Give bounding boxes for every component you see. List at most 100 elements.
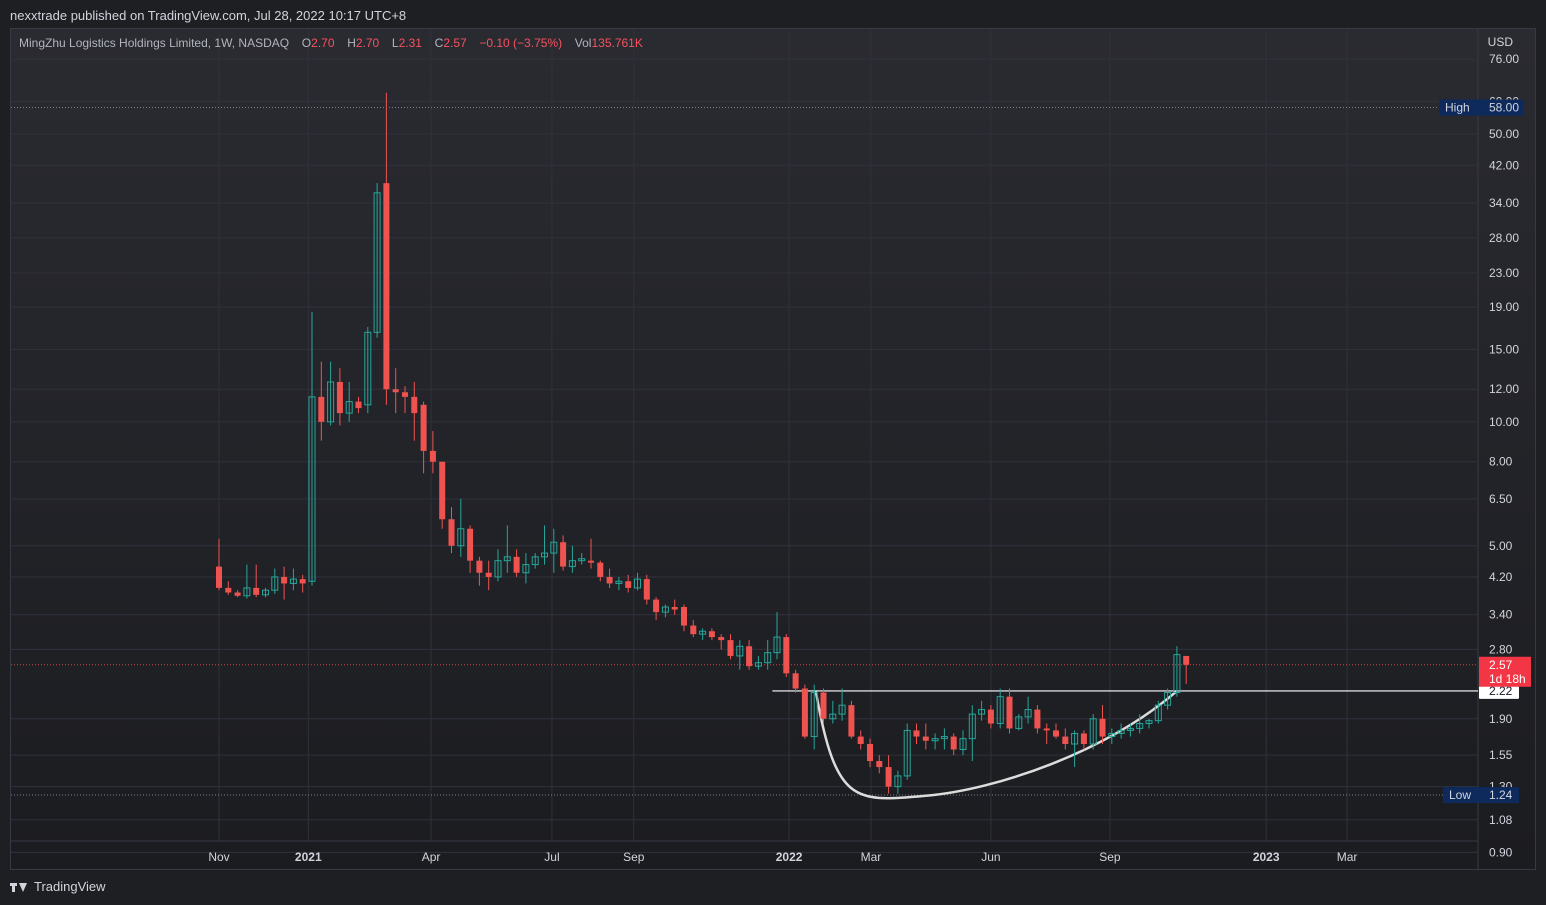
candle (1164, 688, 1172, 710)
candle (940, 728, 948, 750)
candle-body (420, 404, 427, 451)
candle (531, 553, 539, 569)
y-tick-label: 1.08 (1489, 813, 1513, 827)
candle (764, 640, 772, 670)
candle-body (810, 692, 818, 738)
candle-body (1053, 730, 1059, 737)
y-tick-label: 12.00 (1489, 382, 1519, 396)
candle-body (243, 587, 251, 597)
candle (383, 92, 390, 405)
candle-body (485, 572, 492, 577)
brand-name: TradingView (34, 879, 106, 894)
candle (402, 386, 408, 414)
candle-body (625, 581, 632, 588)
candle-body (345, 401, 353, 414)
candle (1034, 705, 1041, 734)
candle (289, 568, 297, 591)
candle-body (718, 637, 725, 641)
candle (1145, 718, 1153, 729)
chart-panel[interactable]: 76.0060.0050.0042.0034.0028.0023.0019.00… (10, 28, 1536, 870)
candle (522, 553, 530, 584)
candle (1043, 723, 1050, 744)
candle (681, 604, 687, 632)
candle (754, 655, 762, 670)
y-tick-label: 76.00 (1489, 52, 1519, 66)
cup-pattern-curve (814, 691, 1177, 800)
candle (420, 401, 427, 474)
candle (1006, 688, 1013, 734)
high-tag-value: 58.00 (1489, 101, 1519, 115)
candle-body (615, 580, 623, 584)
candle (606, 568, 613, 588)
candle-body (820, 692, 827, 719)
y-tick-label: 5.00 (1489, 539, 1513, 553)
candle (987, 705, 994, 729)
candle-body (1136, 723, 1144, 729)
candle-body (736, 645, 744, 657)
candle (1136, 714, 1144, 734)
candle-body (327, 381, 335, 423)
candle (327, 361, 335, 426)
candle-body (234, 592, 241, 596)
change-value: −0.10 (−3.75%) (479, 36, 563, 50)
candle-body (1099, 718, 1106, 737)
candle (876, 755, 883, 774)
candle (867, 738, 873, 768)
candle-body (253, 587, 260, 595)
candle-body (439, 461, 446, 520)
candle (959, 730, 967, 756)
current-price-tag-countdown: 1d 18h (1489, 672, 1526, 686)
candle-body (754, 662, 762, 667)
candle-body (643, 579, 650, 600)
candle (373, 183, 381, 338)
candle-body (978, 709, 986, 715)
candle (857, 730, 864, 750)
candle (1053, 723, 1059, 739)
high-label: H (347, 36, 356, 50)
candle-body (801, 688, 808, 737)
candle-body (885, 767, 892, 787)
level-tag: 2.22 (1479, 682, 1519, 699)
candle-body (560, 542, 567, 567)
x-tick-label: Sep (1099, 850, 1121, 864)
candle (243, 564, 251, 599)
candle-body (838, 704, 846, 715)
y-tick-label: 8.00 (1489, 455, 1513, 469)
grid (11, 29, 1479, 869)
low-tag-value-bg (1479, 787, 1519, 804)
candle-body (959, 738, 967, 750)
candle-body (690, 625, 697, 635)
y-tick-label: 1.90 (1489, 712, 1513, 726)
y-tick-label: 28.00 (1489, 231, 1519, 245)
candle (894, 770, 902, 794)
candle-body (402, 392, 408, 397)
candle-body (1015, 716, 1023, 729)
tradingview-brand[interactable]: TradingView (10, 879, 106, 894)
y-tick-label: 42.00 (1489, 158, 1519, 172)
currency-label[interactable]: USD (1487, 35, 1513, 49)
candle-body (355, 401, 362, 409)
candle (588, 538, 594, 569)
candle-body (903, 729, 911, 777)
candle-body (467, 528, 474, 561)
candle-body (876, 761, 883, 768)
candle (773, 612, 781, 660)
candle (485, 560, 492, 591)
candle-body (281, 576, 288, 584)
candle-body (764, 652, 772, 664)
y-tick-label: 15.00 (1489, 342, 1519, 356)
level-tag-text: 2.22 (1489, 684, 1513, 698)
candle (913, 723, 920, 744)
candle-body (1154, 704, 1162, 722)
candle-body (448, 519, 455, 546)
x-tick-label: Sep (623, 850, 645, 864)
candle-body (503, 556, 511, 562)
candle (281, 566, 288, 600)
price-chart[interactable]: 76.0060.0050.0042.0034.0028.0023.0019.00… (11, 29, 1535, 869)
y-tick-label: 23.00 (1489, 266, 1519, 280)
candle (634, 572, 641, 591)
candle (1071, 730, 1079, 768)
candle (838, 688, 846, 721)
candle-body (568, 560, 576, 568)
candle (336, 368, 343, 426)
